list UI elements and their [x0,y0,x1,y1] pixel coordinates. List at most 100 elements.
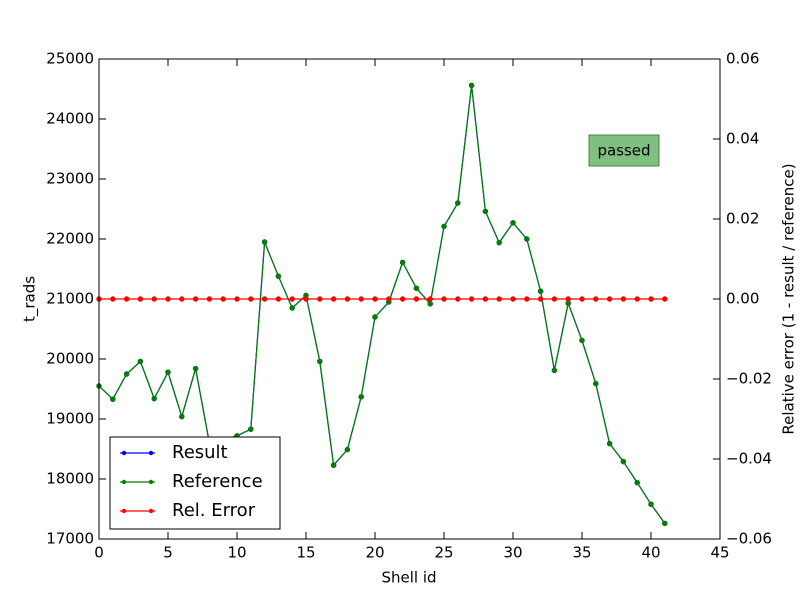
y2-tick-label: 0.00 [726,290,759,308]
series-marker [620,296,627,302]
y2-axis-label: Relative error (1 - result / reference) [780,163,798,434]
series-marker [179,413,185,420]
series-marker [565,296,571,302]
series-marker [248,426,254,432]
series-marker [275,273,282,279]
series-marker [399,259,406,266]
series-marker [441,296,447,302]
y-tick-label: 19000 [46,410,94,428]
series-marker [427,301,433,307]
series-marker [441,223,447,230]
y-tick-label: 21000 [46,290,94,308]
y-tick-label: 23000 [46,170,94,188]
x-tick-label: 30 [503,544,522,562]
series-marker [358,296,364,302]
series-marker [317,296,323,302]
annotation-box [588,134,660,167]
series-marker [606,440,613,447]
x-tick-label: 10 [227,544,246,562]
y2-tick-label: −0.06 [726,530,772,548]
series-marker [634,296,640,302]
series-marker [468,296,475,302]
series-marker [634,479,640,486]
series-marker [372,314,378,320]
series-marker [496,296,502,302]
series-marker [206,296,213,302]
series-marker [399,296,406,302]
legend-marker [121,508,127,514]
series-marker [330,462,337,468]
y2-tick-label: −0.02 [726,370,772,388]
series-marker [496,239,502,246]
series-marker [261,239,268,245]
series-marker [192,365,199,372]
series-marker [123,371,130,377]
y2-tick-label: 0.02 [726,210,759,228]
legend-marker [148,479,154,485]
y-tick-label: 24000 [46,110,94,128]
series-marker [510,220,516,226]
legend-label: Result [172,442,228,463]
series-marker [551,367,558,374]
y-tick-label: 22000 [46,230,94,248]
x-tick-label: 15 [296,544,315,562]
legend-marker [121,450,127,456]
x-tick-label: 20 [365,544,384,562]
series-marker [524,296,530,302]
x-tick-label: 0 [94,544,104,562]
x-tick-label: 25 [434,544,453,562]
series-marker [648,296,654,302]
series-marker [482,296,489,302]
series-marker [151,296,157,302]
series-marker [344,446,351,453]
plot-frame [98,58,721,540]
y-axis-label: t_rads [21,276,40,322]
y2-tick-label: 0.04 [726,130,759,148]
series-marker [455,296,461,302]
series-marker [593,296,599,302]
series-marker [165,296,171,302]
series-marker [317,358,323,365]
y-tick-label: 25000 [46,50,94,68]
series-marker [137,358,144,365]
series-marker [579,337,585,344]
series-marker [303,296,309,302]
series-marker [455,200,461,206]
series-marker [234,296,240,302]
series-marker [192,296,199,302]
series-marker [510,296,516,302]
legend-label: Reference [172,471,263,492]
x-tick-label: 35 [572,544,591,562]
series-marker [110,296,116,302]
series-marker [648,501,654,507]
y2-tick-label: 0.06 [726,50,759,68]
series-marker [537,288,544,294]
series-marker [537,296,544,302]
legend-box [109,436,281,530]
series-marker [165,369,171,375]
series-marker [524,236,530,242]
series-marker [551,296,558,302]
series-marker [344,296,351,302]
series-marker [179,296,185,302]
series-marker [330,296,337,302]
legend-marker [121,479,127,485]
series-marker [372,296,378,302]
x-tick-label: 45 [710,544,729,562]
series-marker [620,458,627,465]
x-tick-label: 40 [641,544,660,562]
series-marker [248,296,254,302]
y-tick-label: 17000 [46,530,94,548]
series-marker [289,296,295,302]
series-marker [579,296,585,302]
series-marker [468,82,475,89]
legend-marker [148,450,154,456]
series-marker [662,520,668,527]
series-marker [275,296,282,302]
annotation: passed [597,142,650,160]
x-axis-label: Shell id [381,569,436,587]
series-marker [261,296,268,302]
y-tick-label: 18000 [46,470,94,488]
series-marker [662,296,668,302]
series-marker [386,296,392,302]
